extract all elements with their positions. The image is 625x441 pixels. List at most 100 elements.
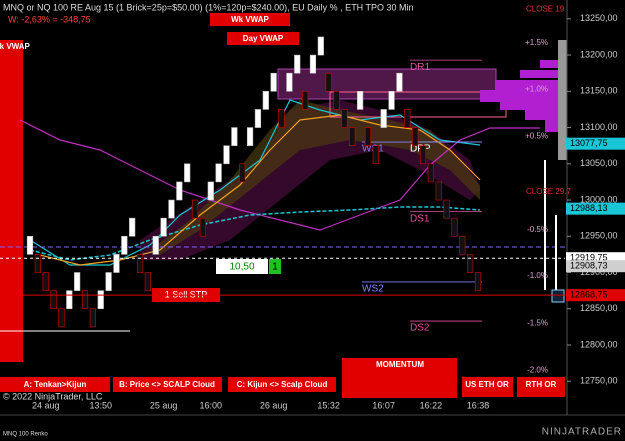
x-tick-label: 15:32: [317, 400, 340, 410]
close-level: CLOSE 19: [526, 5, 565, 14]
brick: [380, 109, 387, 128]
brick: [42, 272, 49, 291]
price-box: [566, 260, 625, 273]
chart-title: MNQ or NQ 100 RE Aug 15 (1 Brick=25p=$50…: [3, 2, 414, 12]
kijun-line: [39, 114, 481, 266]
button[interactable]: [342, 358, 457, 398]
volume-profile: [480, 60, 558, 132]
brick: [246, 127, 254, 146]
brick: [176, 181, 183, 201]
brick: [105, 272, 112, 291]
x-tick-label: 16:22: [420, 400, 443, 410]
y-tick-label: 13200,00: [580, 49, 618, 59]
x-tick-label: 13:50: [89, 400, 112, 410]
brick: [254, 109, 262, 128]
x-tick-label: 26 aug: [260, 400, 288, 410]
instrument: MNQ 100 Renko: [3, 432, 48, 438]
price-label: 12908,73: [570, 261, 608, 271]
brick: [396, 72, 403, 92]
brick: [113, 254, 120, 273]
day-vwap-box: [227, 32, 299, 45]
brand: NINJATRADER: [542, 427, 622, 438]
brick: [129, 217, 136, 237]
y-tick-label: 13100,00: [580, 122, 618, 132]
brick: [427, 163, 434, 183]
y-tick-label: 13150,00: [580, 86, 618, 96]
left-wk-vwap: Wk VWAP: [0, 42, 31, 51]
pivot-label: DR1: [410, 62, 430, 73]
brick: [121, 235, 128, 255]
button-label: RTH OR: [526, 380, 557, 389]
vwap-line: [29, 206, 481, 261]
brick: [58, 308, 65, 328]
x-tick-label: 24 aug: [32, 400, 60, 410]
day-vwap-label: Day VWAP: [243, 34, 284, 43]
button-label: B: Price <> SCALP Cloud: [119, 380, 215, 389]
brick: [136, 254, 144, 273]
ichimoku-line: [19, 119, 540, 231]
brick: [451, 217, 458, 237]
brick: [404, 109, 411, 128]
x-tick-label: 25 aug: [150, 400, 178, 410]
y-tick-label: 13050,00: [580, 158, 618, 168]
wk-vwap-band: [0, 40, 23, 362]
pivot-label: DS2: [410, 323, 430, 334]
brick: [341, 109, 348, 128]
y-tick-label: 13250,00: [580, 13, 618, 23]
close-icon[interactable]: [551, 289, 565, 303]
button-label: A: Tenkan>Kijun: [24, 380, 87, 389]
brick: [144, 272, 152, 291]
button-label: C: Kijun <> Scalp Cloud: [237, 380, 328, 389]
pct-level: -2.0%: [527, 365, 548, 374]
close-level: CLOSE 29.7: [526, 187, 571, 196]
brick: [388, 91, 395, 110]
button[interactable]: [113, 377, 222, 392]
pct-level: -1.0%: [527, 271, 548, 280]
brick: [199, 217, 207, 237]
brick: [81, 290, 89, 310]
button-label: US ETH OR: [465, 380, 509, 389]
button[interactable]: [462, 377, 513, 397]
price-label: 12919,75: [570, 253, 608, 263]
brick: [459, 235, 466, 255]
y-tick-label: 13000,00: [580, 194, 618, 204]
brick: [26, 235, 34, 255]
order-qty: 10,50: [229, 262, 254, 273]
price-box: [566, 137, 625, 150]
brick: [333, 91, 340, 110]
order-qty-box[interactable]: [216, 259, 268, 274]
y-tick-label: 12800,00: [580, 339, 618, 349]
brick: [443, 199, 450, 219]
price-box: [566, 252, 625, 265]
pct-level: -0.5%: [527, 225, 548, 234]
brick: [372, 145, 379, 165]
brick: [34, 254, 41, 273]
order-count: 1: [272, 262, 278, 273]
brick: [270, 72, 277, 92]
profile-bar: [558, 40, 567, 160]
button[interactable]: [228, 377, 336, 392]
button-label: MOMENTUM: [376, 360, 424, 369]
brick: [50, 290, 57, 310]
price-label: 12988,13: [570, 203, 608, 213]
brick: [74, 272, 81, 291]
brick: [474, 272, 482, 291]
x-tick-label: 16:07: [372, 400, 395, 410]
range-box: [277, 68, 497, 100]
y-tick-label: 12850,00: [580, 303, 618, 313]
pivot-label: DS1: [410, 213, 430, 224]
button[interactable]: [0, 377, 110, 392]
brick: [301, 91, 309, 110]
brick: [239, 163, 246, 183]
x-tick-label: 16:38: [467, 400, 490, 410]
button[interactable]: [517, 377, 565, 397]
brick: [278, 109, 285, 128]
brick: [286, 72, 293, 92]
x-tick-label: 16:00: [200, 400, 223, 410]
brick: [435, 181, 442, 201]
brick: [207, 181, 214, 201]
brick: [231, 127, 238, 146]
indicators: [0, 40, 567, 362]
brick: [223, 145, 230, 165]
